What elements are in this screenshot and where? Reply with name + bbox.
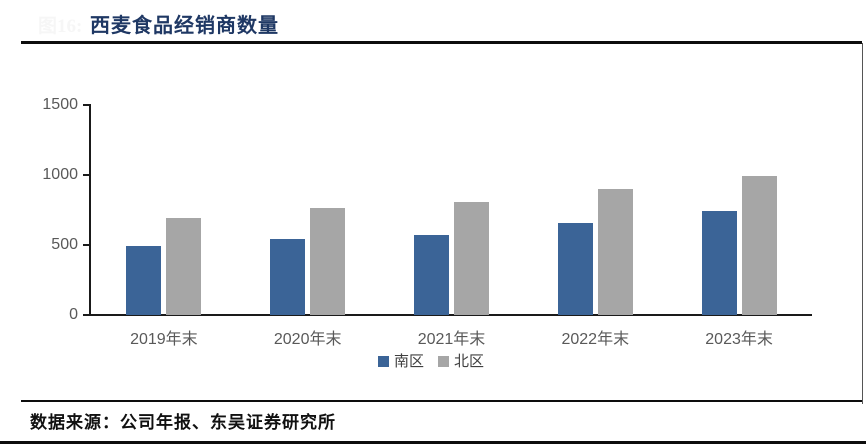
- legend-swatch-north: [438, 356, 450, 367]
- y-axis-tick: [83, 174, 90, 176]
- y-axis-tick-label: 0: [69, 306, 78, 323]
- bar-south-2021年末: [414, 235, 449, 315]
- chart-legend: 南区 北区: [378, 354, 484, 369]
- bar-north-2019年末: [166, 218, 202, 315]
- y-axis-tick-label: 1000: [42, 166, 78, 183]
- legend-label-south: 南区: [394, 353, 425, 370]
- figure-title: 西麦食品经销商数量: [90, 15, 279, 37]
- bar-south-2019年末: [126, 246, 162, 315]
- bar-north-2022年末: [597, 189, 633, 315]
- bar-south-2023年末: [701, 211, 737, 315]
- y-axis-tick-label: 1500: [42, 96, 78, 113]
- figure-right-border: [862, 43, 863, 404]
- x-axis-category-label: 2023年末: [705, 331, 773, 348]
- y-axis-tick: [83, 314, 90, 316]
- legend-swatch-south: [378, 356, 389, 367]
- y-axis-tick: [83, 244, 90, 246]
- figure-number-label: 图16:: [38, 16, 83, 37]
- bar-south-2020年末: [270, 238, 306, 315]
- y-axis-tick-label: 500: [51, 236, 78, 253]
- legend-item-north: 北区: [438, 354, 484, 369]
- bar-north-2023年末: [741, 176, 777, 315]
- bar-south-2022年末: [557, 223, 593, 315]
- x-axis-category-label: 2020年末: [273, 331, 342, 348]
- data-source-note: 数据来源：公司年报、东吴证券研究所: [30, 413, 336, 432]
- y-axis-tick: [83, 104, 90, 106]
- x-axis: [89, 314, 812, 316]
- bar-north-2020年末: [310, 207, 346, 315]
- x-axis-category-label: 2021年末: [417, 331, 486, 348]
- legend-label-north: 北区: [454, 353, 485, 370]
- x-axis-category-label: 2022年末: [561, 331, 630, 348]
- title-divider-rule: [21, 41, 862, 44]
- footer-divider-rule: [21, 400, 862, 402]
- page-bottom-rule: [0, 441, 866, 444]
- legend-item-south: 南区: [378, 354, 424, 369]
- x-axis-category-label: 2019年末: [130, 331, 198, 348]
- y-axis: [89, 104, 91, 316]
- bar-north-2021年末: [454, 201, 489, 315]
